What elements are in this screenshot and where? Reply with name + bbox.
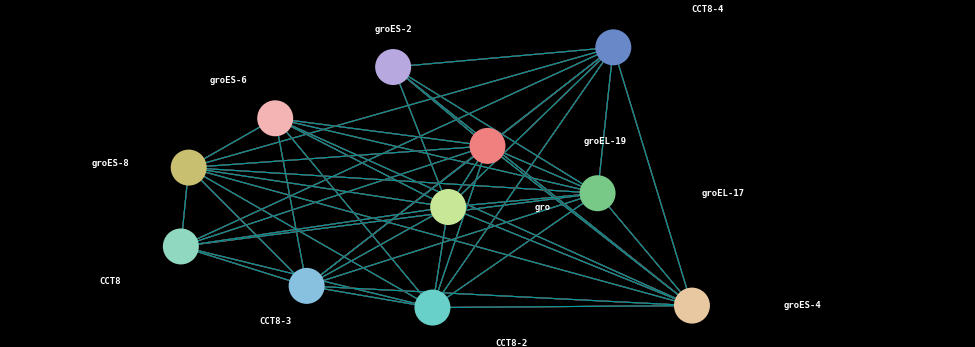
Ellipse shape bbox=[579, 175, 615, 211]
Ellipse shape bbox=[674, 288, 710, 324]
Ellipse shape bbox=[375, 49, 411, 85]
Text: groES-2: groES-2 bbox=[374, 25, 412, 34]
Ellipse shape bbox=[163, 228, 199, 264]
Ellipse shape bbox=[257, 100, 293, 136]
Ellipse shape bbox=[470, 128, 505, 164]
Ellipse shape bbox=[289, 268, 325, 304]
Ellipse shape bbox=[596, 29, 631, 65]
Text: groEL-17: groEL-17 bbox=[702, 189, 745, 198]
Ellipse shape bbox=[414, 289, 450, 325]
Text: CCT8: CCT8 bbox=[99, 278, 121, 286]
Ellipse shape bbox=[171, 150, 207, 186]
Text: gro: gro bbox=[534, 203, 551, 212]
Text: CCT8-3: CCT8-3 bbox=[259, 317, 292, 326]
Text: groES-6: groES-6 bbox=[210, 76, 247, 85]
Text: CCT8-4: CCT8-4 bbox=[691, 5, 723, 14]
Text: groES-4: groES-4 bbox=[783, 301, 821, 310]
Text: groEL-19: groEL-19 bbox=[584, 137, 627, 146]
Text: groES-8: groES-8 bbox=[92, 159, 129, 168]
Text: CCT8-2: CCT8-2 bbox=[495, 339, 527, 347]
Ellipse shape bbox=[430, 189, 466, 225]
